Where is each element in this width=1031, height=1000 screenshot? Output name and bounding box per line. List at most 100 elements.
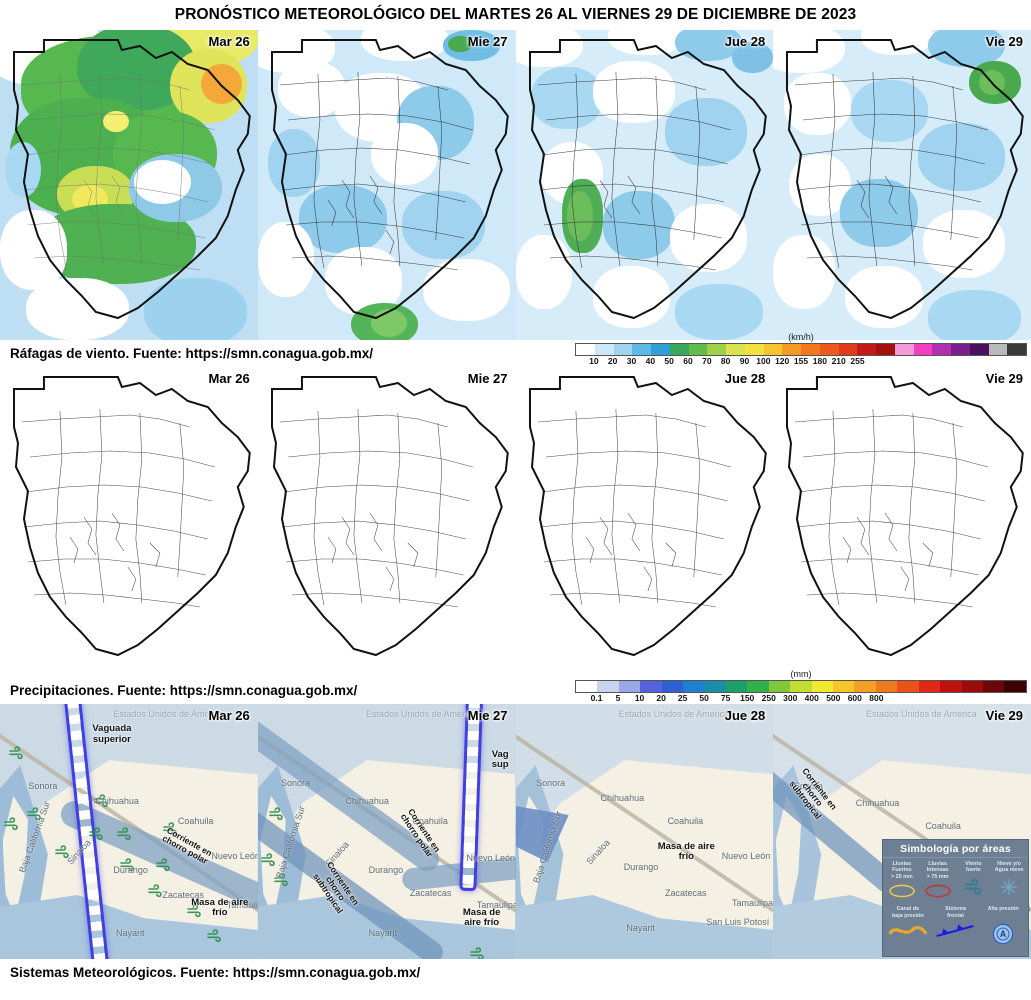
scale-swatch-11 (811, 681, 834, 692)
scale-swatch-5 (683, 681, 705, 692)
place-label-nuevoleon: Nuevo León (466, 853, 516, 864)
place-label-nuevoleon: Nuevo León (721, 850, 771, 861)
scale-swatch-10 (790, 681, 812, 692)
scale-swatch-6 (704, 681, 726, 692)
place-label-usa: Estados Unidos de América (618, 709, 730, 720)
precip-map-day-label-0: Mar 26 (208, 371, 250, 386)
place-label-tamaulipas: Tamaulipas (226, 900, 258, 911)
wind-map-mar26[interactable]: Mar 26 (0, 30, 258, 340)
place-label-tamaulipas: Tamaulipas (732, 897, 774, 908)
legend-label-line1: Lluvias (928, 861, 947, 867)
legend-label-line3: > 25 mm (891, 873, 913, 880)
place-label-zacatecas: Zacatecas (162, 890, 204, 901)
synoptic-map-jue28[interactable]: Estados Unidos de América Sonora Chihuah… (515, 704, 774, 959)
synoptic-map-row: Estados Unidos de América Sonora Chihuah… (0, 704, 1031, 959)
legend-label-line2: Intensas (926, 867, 949, 874)
synoptic-map-day-label-3: Vie 29 (985, 708, 1023, 723)
annotation-masa-aire-frio: Masa de aire frío (462, 907, 501, 929)
wind-map-jue28[interactable]: Jue 28 (515, 30, 774, 340)
scale-tick-20: 20 (607, 356, 618, 366)
place-label-coahuila: Coahuila (412, 816, 448, 827)
wind-raster-jue28 (515, 30, 774, 340)
place-label-durango: Durango (623, 862, 659, 873)
annotation-vaguada-superior: Vag sup (491, 748, 509, 771)
scale-swatch-21 (969, 344, 989, 355)
place-label-durango: Durango (113, 864, 148, 875)
annotation-masa-aire-frio: Masa de aire frío (191, 896, 249, 919)
legend-item-lluvias-intensas: Lluvias Intensas > 75 mm (920, 860, 956, 905)
chihuahua-municipal-mesh (786, 39, 1025, 320)
legend-item-nieve-aguanieve: Nieve y/o Agua nieve (991, 860, 1027, 905)
strong-wind-icon (117, 827, 131, 841)
place-label-sonora: Sonora (28, 780, 58, 791)
svg-text:A: A (1000, 929, 1007, 939)
place-label-coahuila: Coahuila (925, 821, 961, 832)
chihuahua-municipal-mesh (12, 39, 251, 320)
place-label-nayarit: Nayarit (368, 928, 398, 939)
scale-tick-70: 70 (702, 356, 712, 366)
scale-swatch-3 (632, 344, 651, 355)
scale-swatch-19 (932, 344, 951, 355)
scale-tick-80: 80 (720, 356, 731, 366)
synoptic-map-day-label-2: Jue 28 (724, 708, 766, 723)
scale-swatch-17 (894, 344, 914, 355)
strong-wind-icon (163, 822, 178, 836)
scale-tick-25: 25 (677, 693, 688, 703)
strong-wind-icon (3, 817, 18, 831)
scale-swatch-10 (763, 344, 783, 355)
wind-caption-bar: Ráfagas de viento. Fuente: https://smn.c… (0, 332, 1031, 367)
scale-tick-50: 50 (699, 693, 709, 703)
chihuahua-municipal-mesh (528, 39, 767, 320)
synoptic-map-vie29[interactable]: Estados Unidos de América Sonora Chihuah… (773, 704, 1031, 959)
scale-swatch-2 (613, 344, 633, 355)
wind-map-vie29[interactable]: Vie 29 (773, 30, 1031, 340)
place-label-chihuahua: Chihuahua (600, 793, 645, 804)
heavy-rain-icon (884, 880, 920, 904)
chihuahua-municipal-mesh (515, 367, 774, 677)
wind-map-day-label-2: Jue 28 (724, 34, 766, 49)
precip-map-mar26[interactable]: Mar 26 (0, 367, 258, 677)
chihuahua-municipal-mesh (270, 39, 509, 320)
precip-map-vie29[interactable]: Vie 29 (773, 367, 1031, 677)
scale-tick-155: 155 (793, 356, 809, 366)
strong-wind-icon (88, 827, 103, 841)
strong-wind-icon (26, 807, 41, 821)
legend-item-viento-fuerte: Viento fuerte (956, 860, 992, 905)
scale-tick-150: 150 (740, 693, 755, 703)
place-label-zacatecas: Zacatecas (409, 887, 452, 898)
scale-tick-100: 100 (756, 356, 771, 366)
scale-tick-90: 90 (739, 356, 750, 366)
precip-scale-strip (575, 680, 1027, 693)
synoptic-map-day-label-1: Mie 27 (467, 708, 508, 723)
legend-label-line2: Fuertes (892, 867, 912, 874)
strong-wind-icon (186, 904, 201, 917)
place-label-sonora: Sonora (280, 777, 310, 788)
precip-map-mie27[interactable]: Mie 27 (257, 367, 516, 677)
strong-wind-icon (269, 807, 283, 821)
scale-tick-10: 10 (634, 693, 645, 703)
synoptic-map-mie27[interactable]: Estados Unidos de América Sonora Chihuah… (257, 704, 516, 959)
scale-swatch-18 (961, 681, 984, 692)
scale-swatch-12 (833, 681, 855, 692)
place-label-sonora: Sonora (793, 780, 823, 791)
wind-scale-unit: (km/h) (788, 332, 814, 342)
scale-swatch-0 (576, 681, 598, 692)
scale-swatch-22 (988, 344, 1008, 355)
strong-wind-icon (956, 877, 992, 901)
legend-label-line1: Sistema (945, 906, 966, 913)
wind-map-mie27[interactable]: Mie 27 (257, 30, 516, 340)
precip-caption: Precipitaciones. Fuente: https://smn.con… (10, 683, 358, 698)
place-label-usa: Estados Unidos de América (866, 709, 977, 720)
legend-label-line2: baja presión (891, 912, 924, 919)
precip-map-jue28[interactable]: Jue 28 (515, 367, 774, 677)
scale-swatch-16 (876, 344, 895, 355)
strong-wind-icon (8, 746, 23, 759)
chihuahua-municipal-mesh (0, 367, 258, 677)
scale-swatch-5 (669, 344, 689, 355)
terrain-base-jue28 (515, 704, 774, 959)
scale-tick-400: 400 (804, 693, 819, 703)
synoptic-map-mar26[interactable]: Estados Unidos de América Sonora Chihuah… (0, 704, 258, 959)
scale-tick-500: 500 (826, 693, 841, 703)
scale-swatch-15 (897, 681, 919, 692)
wind-caption: Ráfagas de viento. Fuente: https://smn.c… (10, 346, 374, 361)
